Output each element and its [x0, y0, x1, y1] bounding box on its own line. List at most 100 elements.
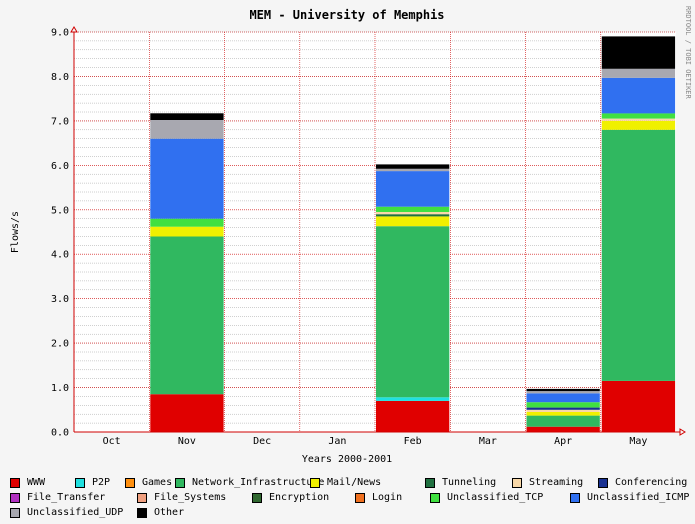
y-tick-label: 4.0	[51, 250, 69, 261]
bar-segment	[376, 206, 450, 212]
legend-item: Unclassified_UDP	[10, 507, 123, 518]
bar-segment	[150, 113, 224, 120]
x-tick-label: Apr	[554, 436, 572, 447]
bar-segment	[376, 397, 450, 401]
bar-segment	[376, 214, 450, 217]
legend-item: Streaming	[512, 477, 583, 488]
x-tick-label: May	[629, 436, 647, 447]
legend-item: Conferencing	[598, 477, 687, 488]
y-tick-label: 3.0	[51, 294, 69, 305]
bar-segment	[526, 407, 600, 410]
bar-segment	[150, 218, 224, 227]
bar-segment	[601, 113, 676, 119]
y-axis-label: Flows/s	[10, 211, 21, 253]
bar-segment	[376, 226, 450, 398]
legend-swatch	[10, 477, 20, 488]
side-note: RRDTOOL / TOBI OETIKER	[684, 6, 692, 100]
legend-swatch	[137, 492, 147, 503]
legend-item: Unclassified_TCP	[430, 492, 543, 503]
y-tick-labels: 0.0 1.0 2.0 3.0 4.0 5.0 6.0 7.0 8.0 9.0	[51, 28, 69, 439]
legend-item: File_Systems	[137, 492, 226, 503]
x-tick-label: Jan	[328, 436, 346, 447]
bars	[150, 36, 676, 432]
y-tick-label: 0.0	[51, 428, 69, 439]
legend-item: Login	[355, 492, 402, 503]
y-axis-arrow-icon	[70, 26, 78, 33]
legend-item: Games	[125, 477, 172, 488]
bar-segment	[376, 212, 450, 215]
legend-label: Encryption	[269, 492, 330, 503]
y-tick-label: 8.0	[51, 72, 69, 83]
legend-label: Games	[142, 477, 173, 488]
bar-segment	[601, 118, 676, 121]
bar-segment	[601, 129, 676, 381]
bar-segment	[526, 426, 600, 432]
x-tick-label: Feb	[404, 436, 422, 447]
legend-swatch	[10, 492, 20, 503]
bar-segment	[376, 168, 450, 172]
legend-item: Network_Infrastructure	[175, 477, 324, 488]
bar-segment	[601, 380, 676, 432]
legend-label: Login	[372, 492, 403, 503]
y-tick-label: 2.0	[51, 339, 69, 350]
legend-label: Unclassified_ICMP	[587, 492, 690, 503]
legend-label: Unclassified_UDP	[27, 507, 124, 518]
y-tick-label: 6.0	[51, 161, 69, 172]
bar-segment	[526, 393, 600, 403]
legend-item: Tunneling	[425, 477, 496, 488]
bar-segment	[376, 216, 450, 227]
bar-segment	[601, 68, 676, 78]
bar-segment	[526, 412, 600, 416]
bar-segment	[526, 402, 600, 408]
bar-segment	[150, 120, 224, 139]
legend-item: Encryption	[252, 492, 329, 503]
legend-label: File_Systems	[154, 492, 227, 503]
legend-swatch	[310, 477, 320, 488]
legend-item: File_Transfer	[10, 492, 105, 503]
bar-segment	[376, 164, 450, 169]
legend-swatch	[425, 477, 435, 488]
legend-label: WWW	[27, 477, 46, 488]
bar-segment	[601, 77, 676, 114]
bar-segment	[150, 394, 224, 432]
legend-swatch	[355, 492, 365, 503]
legend-swatch	[252, 492, 262, 503]
legend-label: Tunneling	[442, 477, 497, 488]
bar-segment	[150, 138, 224, 219]
legend-label: Mail/News	[327, 477, 382, 488]
y-tick-label: 9.0	[51, 28, 69, 39]
x-axis-arrow-icon	[679, 428, 686, 436]
bar-segment	[526, 409, 600, 412]
bar-segment	[601, 36, 676, 69]
legend-label: File_Transfer	[27, 492, 106, 503]
x-tick-label: Dec	[253, 436, 271, 447]
legend-label: Streaming	[529, 477, 584, 488]
legend-item: Other	[137, 507, 184, 518]
chart-title: MEM - University of Memphis	[249, 8, 444, 22]
x-tick-label: Nov	[178, 436, 196, 447]
legend-label: Unclassified_TCP	[447, 492, 544, 503]
y-tick-label: 5.0	[51, 205, 69, 216]
legend-item: Unclassified_ICMP	[570, 492, 689, 503]
y-tick-label: 1.0	[51, 383, 69, 394]
legend-swatch	[137, 507, 147, 518]
legend-label: P2P	[92, 477, 111, 488]
x-tick-label: Oct	[103, 436, 121, 447]
legend-swatch	[175, 477, 185, 488]
x-tick-label: Mar	[479, 436, 497, 447]
bar-segment	[376, 171, 450, 207]
axes	[70, 26, 686, 436]
y-tick-label: 7.0	[51, 116, 69, 127]
bar-segment	[526, 415, 600, 427]
legend-swatch	[512, 477, 522, 488]
legend-swatch	[125, 477, 135, 488]
legend-item: P2P	[75, 477, 110, 488]
bar-segment	[150, 226, 224, 237]
legend-swatch	[598, 477, 608, 488]
legend-row: File_Transfer File_Systems Encryption Login…	[10, 492, 690, 507]
legend: WWW P2P Games Network_Infrastructure Mail/Ne…	[10, 477, 690, 522]
bar-segment	[526, 391, 600, 394]
bar-segment	[526, 388, 600, 392]
bar-segment	[376, 400, 450, 432]
legend-swatch	[430, 492, 440, 503]
